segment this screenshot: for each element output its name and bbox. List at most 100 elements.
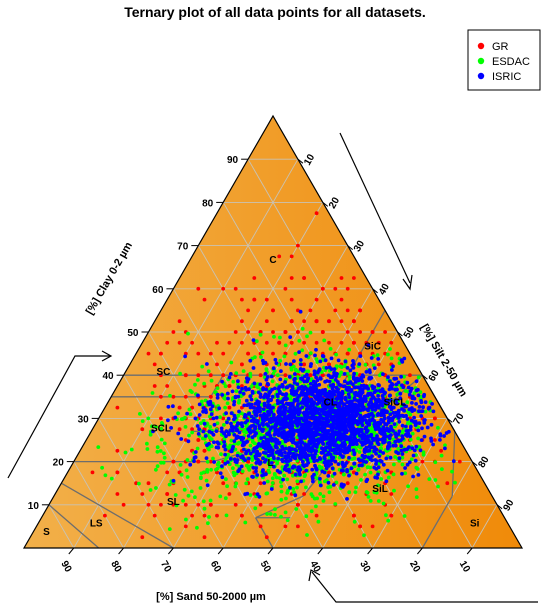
data-point xyxy=(340,441,345,446)
data-point xyxy=(312,438,316,443)
data-point xyxy=(298,358,303,362)
data-point xyxy=(334,480,339,485)
data-point xyxy=(436,425,440,430)
data-point xyxy=(224,429,229,434)
data-point xyxy=(419,400,424,405)
data-point xyxy=(301,367,306,372)
data-point xyxy=(328,347,333,351)
data-point xyxy=(333,502,338,506)
data-point xyxy=(356,419,360,424)
data-point xyxy=(345,330,350,334)
data-point xyxy=(272,334,276,339)
data-point xyxy=(264,377,269,382)
data-point xyxy=(285,491,290,495)
data-point xyxy=(333,439,338,444)
data-point xyxy=(303,399,308,404)
data-point xyxy=(345,371,350,376)
silt-tick-label: 70 xyxy=(452,411,467,427)
data-point xyxy=(433,460,438,465)
data-point xyxy=(208,351,213,356)
data-point xyxy=(254,466,258,470)
data-point xyxy=(419,409,424,414)
clay-tick-label: 40 xyxy=(102,371,114,382)
data-point xyxy=(419,438,424,442)
data-point xyxy=(318,476,322,481)
data-point xyxy=(243,458,248,462)
data-point xyxy=(352,340,356,345)
data-point xyxy=(233,416,237,420)
data-point xyxy=(232,439,237,443)
data-point xyxy=(378,449,383,454)
sand-tick-label: 50 xyxy=(258,559,273,575)
data-point xyxy=(263,414,268,418)
data-point xyxy=(289,276,294,280)
data-point xyxy=(263,451,268,455)
data-point xyxy=(347,490,352,495)
data-point xyxy=(364,425,369,430)
data-point xyxy=(365,490,370,495)
data-point xyxy=(296,524,300,529)
data-point xyxy=(158,449,163,453)
data-point xyxy=(269,398,273,403)
texture-class-boundary xyxy=(61,482,174,549)
data-point xyxy=(351,359,355,363)
data-point xyxy=(306,376,311,381)
data-point xyxy=(298,439,303,443)
data-point xyxy=(339,319,344,324)
data-point xyxy=(345,286,350,291)
data-point xyxy=(288,485,292,490)
data-point xyxy=(171,404,175,409)
legend-label-isric: ISRIC xyxy=(492,71,521,83)
data-point xyxy=(176,431,181,436)
data-point xyxy=(297,455,302,460)
data-point xyxy=(302,431,306,436)
data-point xyxy=(167,482,172,487)
data-point xyxy=(321,499,326,503)
data-point xyxy=(367,448,372,453)
data-point xyxy=(457,459,462,464)
data-point xyxy=(187,407,192,412)
data-point xyxy=(223,452,228,457)
data-point xyxy=(145,441,149,446)
data-point xyxy=(271,366,276,371)
texture-class-boundary xyxy=(421,495,453,549)
data-point xyxy=(185,411,190,416)
data-point xyxy=(312,394,317,399)
data-point xyxy=(372,366,377,370)
data-point xyxy=(388,398,393,403)
data-point xyxy=(316,519,321,524)
data-point xyxy=(342,483,346,487)
data-point xyxy=(155,445,160,450)
data-point xyxy=(336,433,340,438)
data-point xyxy=(162,455,167,460)
data-point xyxy=(197,427,202,431)
data-point xyxy=(342,472,346,477)
data-point xyxy=(377,405,381,410)
data-point xyxy=(332,471,337,476)
data-point xyxy=(226,416,231,421)
data-point xyxy=(315,402,320,406)
data-point xyxy=(171,478,176,483)
data-point xyxy=(443,446,447,451)
silt-tick-mark xyxy=(471,461,478,466)
data-point xyxy=(353,392,358,396)
data-point xyxy=(231,466,235,471)
silt-tick-mark xyxy=(446,418,453,423)
data-point xyxy=(312,416,317,421)
sand-tick-mark xyxy=(68,547,75,555)
data-point xyxy=(195,446,200,451)
silt-tick-label: 20 xyxy=(327,195,342,211)
data-point xyxy=(393,443,398,448)
data-point xyxy=(296,386,301,391)
data-point xyxy=(281,477,285,482)
data-point xyxy=(154,486,158,490)
data-point xyxy=(389,340,394,345)
data-point xyxy=(261,387,265,392)
data-point xyxy=(177,427,182,432)
data-point xyxy=(359,392,363,396)
data-point xyxy=(289,340,294,345)
data-point xyxy=(270,436,275,441)
data-point xyxy=(245,477,250,482)
data-point xyxy=(273,357,278,362)
data-point xyxy=(193,495,197,500)
